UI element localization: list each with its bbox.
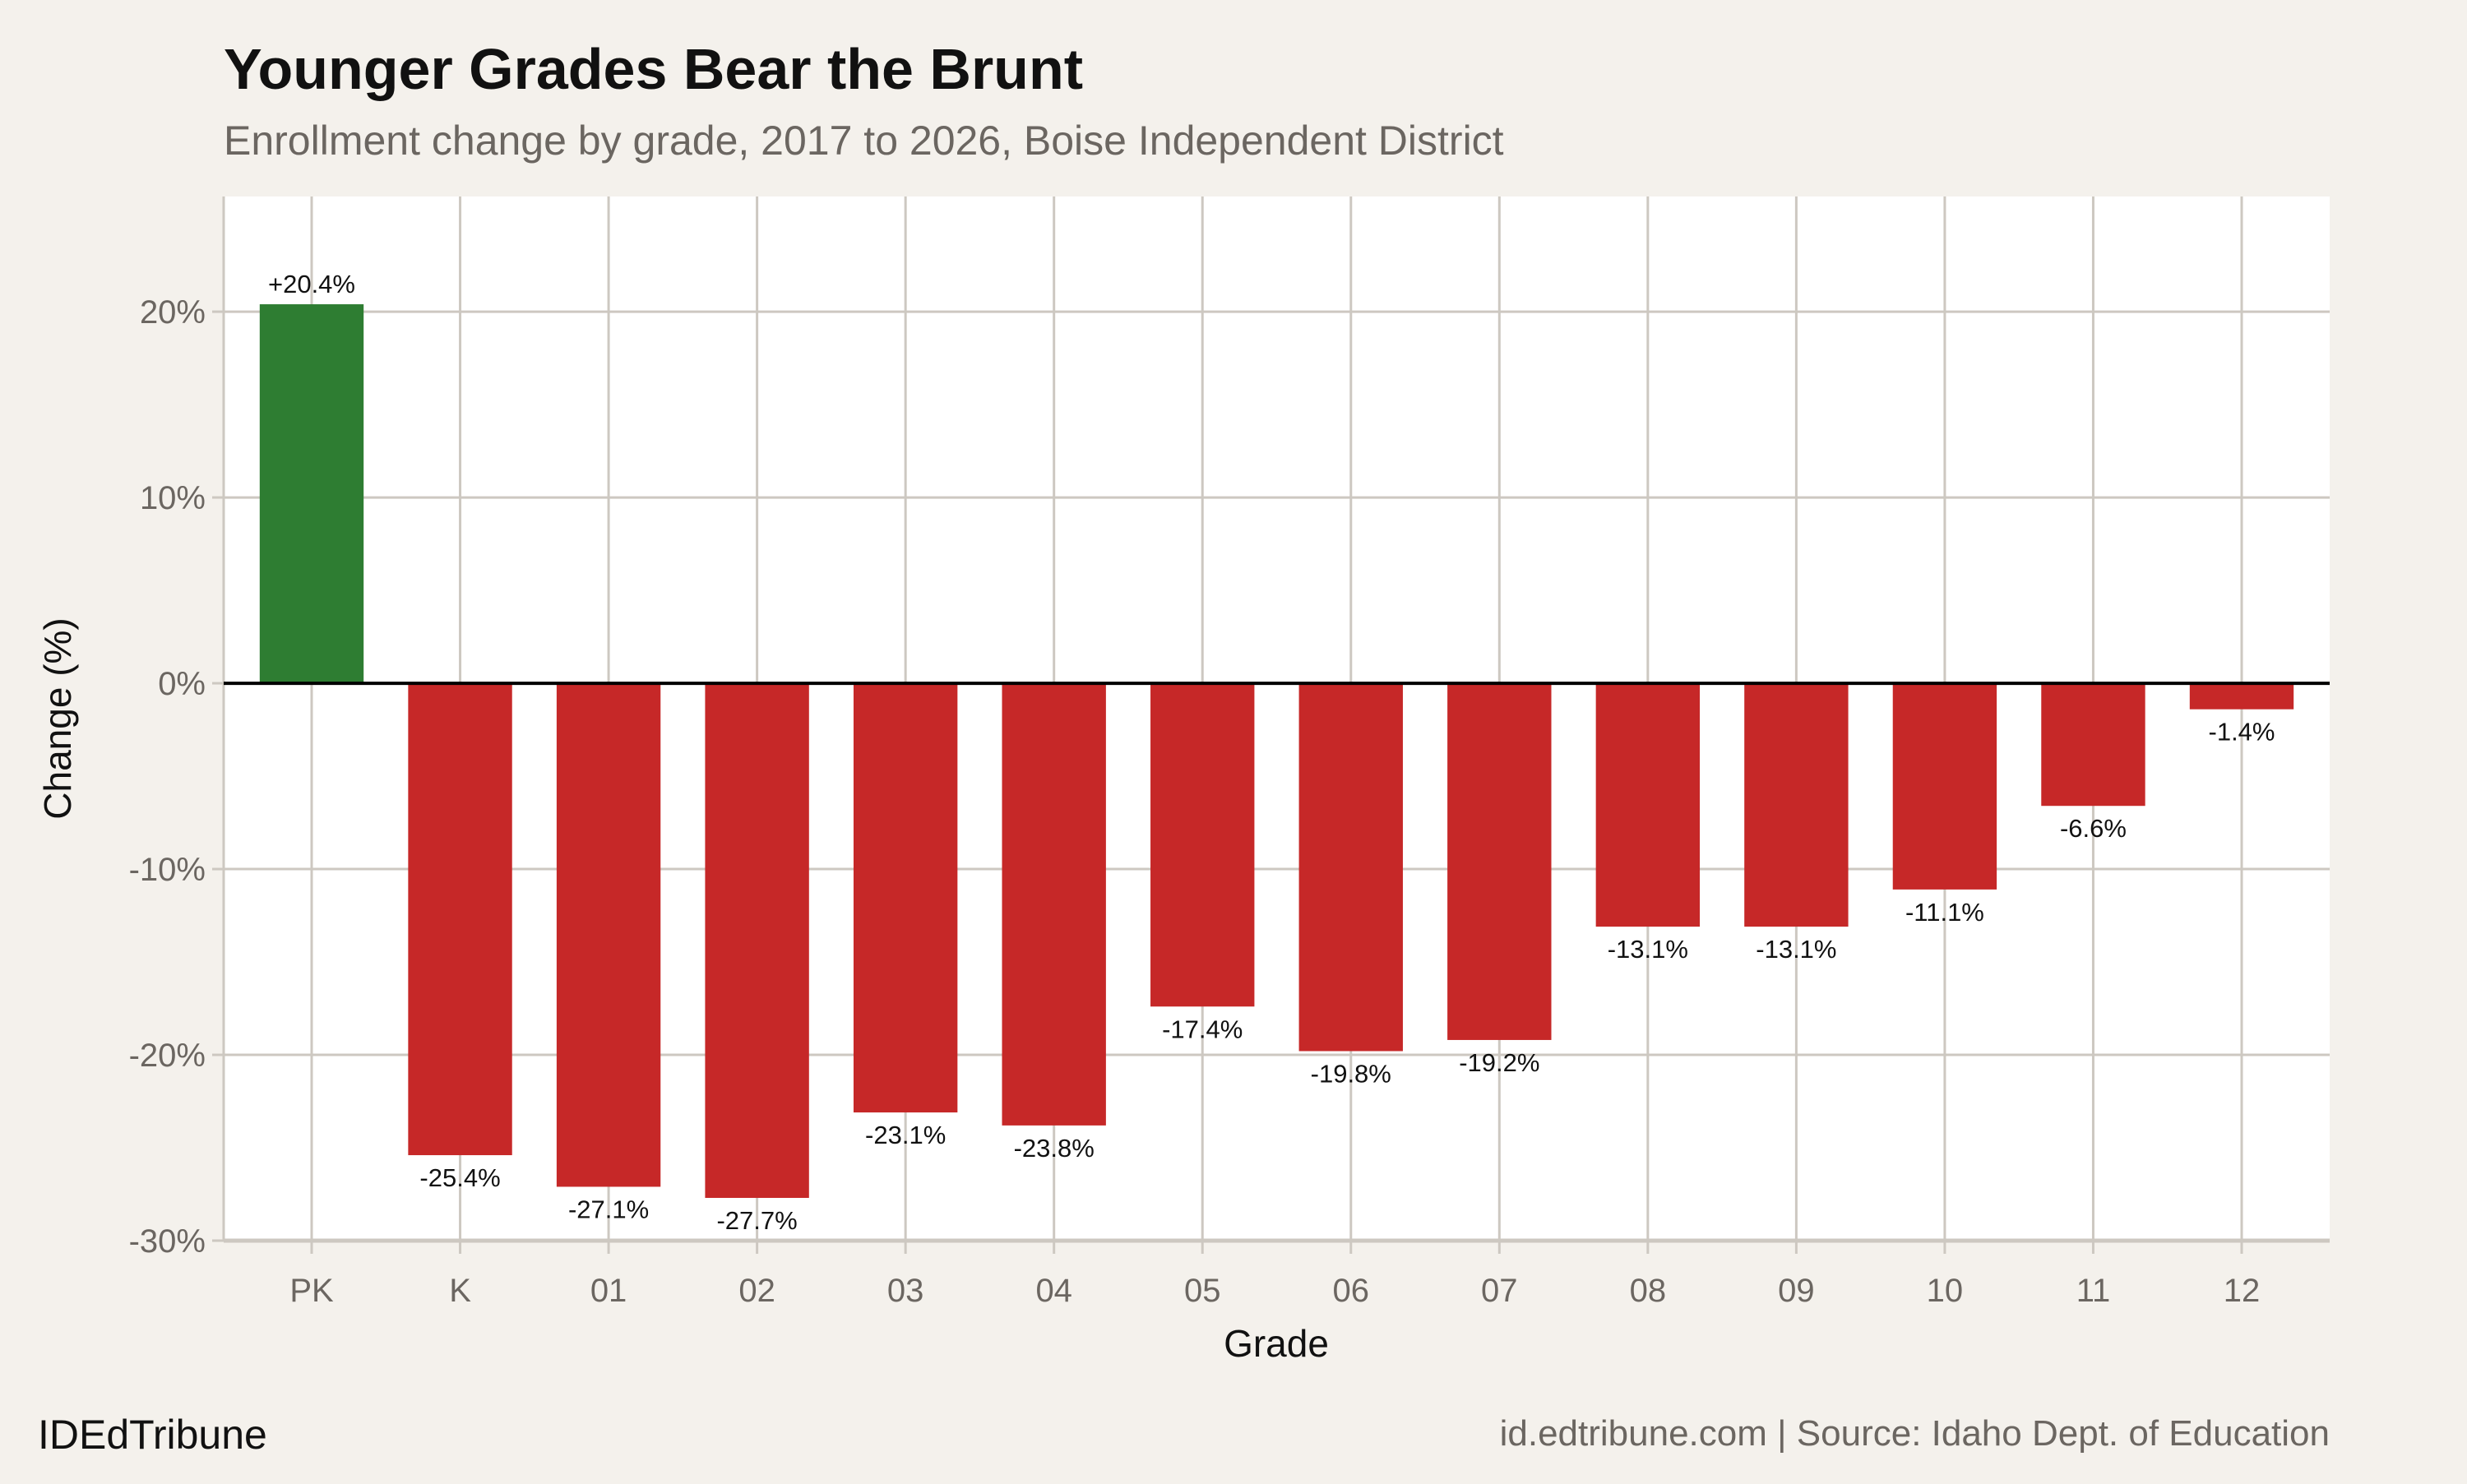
bar-07	[1447, 683, 1552, 1040]
bar-02	[705, 683, 809, 1199]
bar-10	[1892, 683, 1997, 890]
y-axis-title: Change (%)	[36, 617, 79, 819]
x-axis: PK K 01 02 03 04 05 06 07 08 09 10 11 12	[224, 1238, 2330, 1309]
data-label: -13.1%	[1608, 935, 1688, 964]
footer-brand: IDEdTribune	[38, 1412, 267, 1458]
data-label: -1.4%	[2209, 718, 2275, 747]
y-axis: 20% 10% 0% -10% -20% -30%	[129, 294, 224, 1260]
chart-subtitle: Enrollment change by grade, 2017 to 2026…	[224, 118, 1504, 164]
data-label: -23.1%	[865, 1121, 946, 1149]
x-tick-label: 10	[1927, 1273, 1964, 1309]
data-label: -17.4%	[1162, 1015, 1243, 1043]
data-label: +20.4%	[268, 270, 355, 298]
bar-09	[1744, 683, 1849, 927]
bars	[224, 304, 2330, 1199]
data-label: -27.1%	[568, 1195, 649, 1223]
x-tick-label: 08	[1630, 1273, 1667, 1309]
bar-06	[1298, 683, 1403, 1052]
y-tick-label: 20%	[140, 294, 206, 331]
bar-11	[2041, 683, 2145, 807]
x-tick-label: 06	[1333, 1273, 1370, 1309]
data-label: -6.6%	[2060, 814, 2127, 843]
x-tick-label: 04	[1035, 1273, 1072, 1309]
x-tick-label: 01	[590, 1273, 627, 1309]
x-tick-label: 03	[887, 1273, 924, 1309]
data-label: -25.4%	[419, 1163, 500, 1192]
data-label: -27.7%	[716, 1206, 797, 1235]
x-tick-label: 02	[738, 1273, 775, 1309]
x-tick-label: PK	[289, 1273, 334, 1309]
footer-source: id.edtribune.com | Source: Idaho Dept. o…	[1500, 1413, 2330, 1454]
x-tick-label: 07	[1481, 1273, 1518, 1309]
x-tick-label: 12	[2224, 1273, 2261, 1309]
y-tick-label: -20%	[129, 1038, 206, 1074]
x-tick-label: 09	[1778, 1273, 1815, 1309]
x-tick-label: K	[449, 1273, 471, 1309]
bar-pk	[259, 304, 364, 684]
bar-08	[1595, 683, 1701, 927]
bar-03	[853, 683, 958, 1113]
data-label: -19.2%	[1459, 1048, 1539, 1077]
data-label: -13.1%	[1756, 935, 1836, 964]
y-tick-label: 10%	[140, 480, 206, 516]
x-axis-title: Grade	[1224, 1322, 1329, 1365]
data-labels: +20.4% -25.4% -27.1% -27.7% -23.1% -23.8% -17.…	[268, 270, 2275, 1235]
y-tick-label: 0%	[158, 666, 206, 702]
bar-12	[2189, 683, 2294, 710]
bar-04	[1002, 683, 1106, 1126]
bar-05	[1150, 683, 1255, 1007]
x-tick-label: 05	[1184, 1273, 1221, 1309]
data-label: -11.1%	[1905, 898, 1984, 927]
bar-01	[556, 683, 661, 1187]
chart-title: Younger Grades Bear the Brunt	[224, 37, 1083, 101]
y-tick-label: -30%	[129, 1223, 206, 1260]
data-label: -23.8%	[1014, 1134, 1095, 1163]
x-tick-label: 11	[2076, 1273, 2111, 1309]
bar-k	[408, 683, 512, 1156]
data-label: -19.8%	[1311, 1060, 1391, 1089]
plot-panel	[224, 196, 2330, 1241]
y-tick-label: -10%	[129, 852, 206, 888]
